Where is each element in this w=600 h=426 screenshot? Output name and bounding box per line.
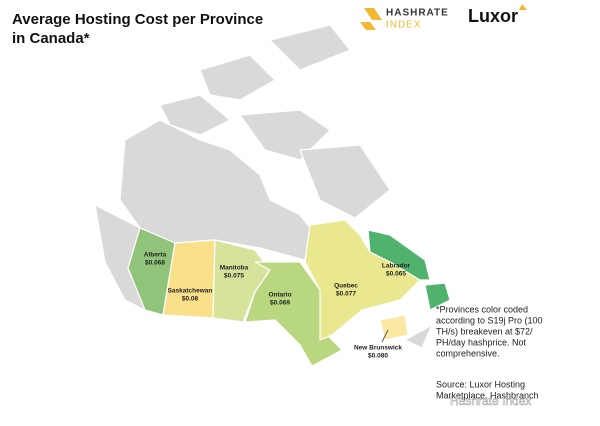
province-cost: $0.08 (182, 296, 199, 303)
logo-text: Luxor (468, 6, 518, 26)
province-cost: $0.065 (386, 271, 406, 278)
note-line: *Provinces color coded (436, 304, 528, 314)
province-cost: $0.069 (270, 300, 290, 307)
province-name: New Brunswick (354, 345, 402, 352)
province-cost: $0.080 (368, 353, 388, 360)
logo-text: HASHRATE (386, 8, 449, 19)
province-cost: $0.075 (224, 273, 244, 280)
province-name: Quebec (334, 283, 358, 290)
province-name: Labrador (382, 263, 411, 270)
province (379, 314, 409, 341)
province-name: Saskatchewan (168, 288, 213, 295)
watermark: Hashrate Index (450, 394, 531, 408)
pointer (381, 329, 389, 343)
territory (159, 94, 232, 136)
note-line: comprehensive. (436, 348, 500, 358)
title-line: Average Hosting Cost per Province (12, 11, 263, 28)
province-name: Alberta (144, 252, 167, 259)
note-line: according to S19j Pro (100 (436, 315, 543, 325)
territory (403, 323, 434, 349)
province-cost: $0.068 (145, 260, 165, 267)
province-cost: $0.077 (336, 291, 356, 298)
province (304, 219, 421, 341)
province (424, 282, 451, 311)
source-line: Source: Luxor Hosting (436, 379, 525, 389)
note-line: PH/day hashprice. Not (436, 337, 527, 347)
territory (299, 144, 391, 219)
territory (268, 24, 351, 71)
map (94, 24, 451, 367)
logo-icon (360, 22, 376, 30)
territory (199, 54, 276, 101)
territory (238, 109, 331, 161)
note-line: TH/s) breakeven at $72/ (436, 326, 533, 336)
province-name: Ontario (268, 292, 291, 299)
province (127, 227, 176, 316)
source-line: Marketplace, Hashbranch (436, 390, 539, 400)
province (367, 229, 431, 281)
logo-text: INDEX (386, 20, 422, 31)
title-line: in Canada* (12, 30, 90, 47)
logo-icon (364, 8, 382, 20)
logo-icon (519, 4, 527, 10)
province-name: Manitoba (220, 265, 249, 272)
